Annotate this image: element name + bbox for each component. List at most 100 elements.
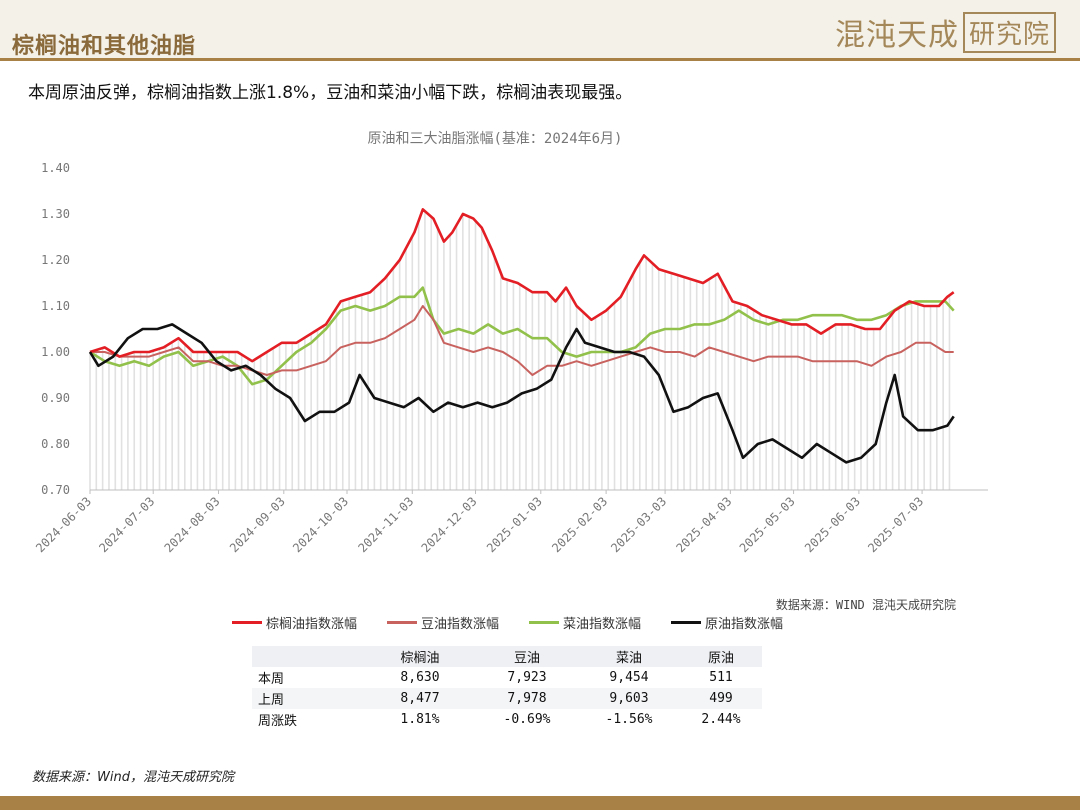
background-bar (297, 341, 300, 490)
y-tick-label: 1.00 (41, 345, 70, 359)
x-tick-label: 2024-12-03 (419, 494, 480, 555)
series-line-palm (89, 208, 955, 363)
x-tick-label: 2024-08-03 (162, 494, 223, 555)
background-bar (746, 306, 749, 490)
background-bar (386, 275, 388, 490)
background-bar (474, 220, 477, 490)
background-bar (335, 307, 338, 490)
header-bar (0, 0, 1080, 58)
background-bar (790, 324, 793, 490)
table-row: 周涨跌 1.81% -0.69% -1.56% 2.44% (252, 709, 762, 730)
table-cell: 9,454 (609, 670, 649, 685)
x-tick-label: 2024-09-03 (227, 494, 288, 555)
background-bar (601, 313, 603, 490)
background-bar (822, 332, 824, 490)
x-tick-label: 2025-03-03 (608, 494, 669, 555)
background-bar (594, 317, 597, 490)
y-tick-label: 1.40 (41, 161, 70, 175)
x-tick-label: 2025-01-03 (484, 494, 545, 555)
background-bar (569, 294, 572, 490)
background-bar (582, 311, 584, 490)
background-bar (765, 316, 767, 490)
background-bar (923, 306, 925, 490)
legend-label-crude: 原油指数涨幅 (705, 617, 784, 632)
legend-swatch-palm (232, 621, 262, 624)
background-bar (948, 295, 951, 490)
table-header-row: 棕榈油 豆油 菜油 原油 (252, 646, 762, 667)
company-logo: 混沌天成 研究院 (835, 11, 1056, 53)
background-bar (455, 225, 458, 490)
background-bar (759, 313, 761, 490)
background-bar (152, 350, 154, 490)
background-bar (348, 298, 350, 490)
background-bar (278, 344, 281, 490)
background-bar (291, 342, 294, 490)
table-cell: 7,978 (507, 691, 547, 706)
background-bar (683, 277, 685, 490)
background-bar (651, 263, 654, 490)
background-bar (632, 273, 635, 490)
background-bar (373, 288, 376, 490)
background-bar (588, 317, 591, 490)
background-bar (158, 348, 161, 490)
background-bar (417, 220, 420, 490)
table-header-palm: 棕榈油 (400, 651, 440, 666)
background-bar (841, 324, 843, 490)
legend-item-palm: 棕榈油指数涨幅 (232, 613, 357, 632)
background-bar (664, 271, 666, 490)
background-bar (127, 353, 129, 490)
background-bar (310, 333, 312, 490)
background-bar (626, 284, 628, 490)
background-bar (771, 318, 774, 490)
background-bar (740, 304, 742, 490)
background-bar (834, 324, 837, 490)
table-row-label: 上周 (258, 693, 285, 708)
table-header-blank (252, 646, 364, 667)
background-bar (809, 327, 812, 490)
background-bar (613, 302, 616, 490)
background-bar (329, 317, 331, 490)
background-bar (872, 329, 875, 490)
background-bar (689, 279, 692, 490)
table-cell: 511 (709, 670, 733, 685)
background-bar (853, 325, 856, 490)
logo-box-text: 研究院 (962, 11, 1056, 53)
background-bar (657, 269, 660, 490)
legend-label-soy: 豆油指数涨幅 (421, 617, 500, 632)
table-cell: 2.44% (701, 712, 741, 727)
background-bar (550, 296, 553, 490)
background-bar (114, 353, 117, 490)
chart-legend: 棕榈油指数涨幅 豆油指数涨幅 菜油指数涨幅 原油指数涨幅 (232, 613, 813, 632)
chart-title: 原油和三大油脂涨幅(基准：2024年6月) (367, 130, 622, 147)
legend-swatch-rape (529, 621, 560, 624)
background-bar (304, 337, 306, 490)
background-bar (891, 313, 894, 490)
background-bar (493, 256, 496, 490)
background-bar (411, 236, 414, 490)
background-bar (803, 324, 805, 490)
x-tick-label: 2025-05-03 (737, 494, 798, 555)
background-bar (146, 352, 148, 490)
background-bar (449, 234, 452, 490)
background-bar (120, 355, 123, 490)
legend-item-rape: 菜油指数涨幅 (529, 613, 641, 632)
background-bar (354, 296, 357, 490)
background-bar (405, 248, 407, 490)
background-bar (108, 350, 110, 490)
background-bar (234, 352, 237, 490)
background-bar (727, 293, 730, 490)
background-bar (240, 354, 243, 490)
table-header-soy: 豆油 (513, 651, 540, 666)
background-bar (815, 330, 818, 490)
background-bar (379, 282, 382, 490)
background-bar (228, 352, 230, 490)
background-bar (316, 329, 319, 490)
background-bar (499, 272, 502, 490)
background-bar (196, 352, 199, 490)
background-bar (917, 304, 919, 490)
background-bar (253, 359, 256, 490)
background-bar (367, 292, 369, 490)
background-bar (266, 352, 268, 490)
background-bar (866, 329, 869, 490)
background-bar (670, 273, 673, 490)
